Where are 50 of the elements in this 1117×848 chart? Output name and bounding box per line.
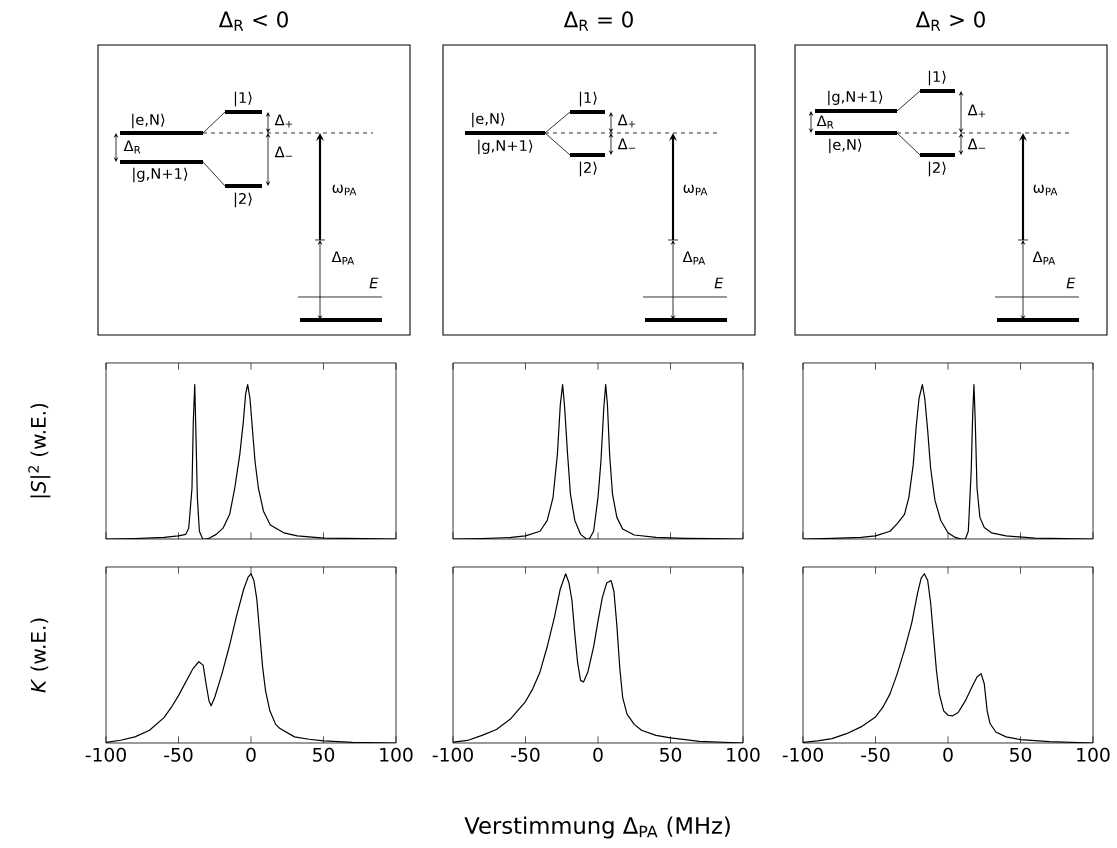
text: Δ$_{R}$ > 0 [915, 11, 985, 31]
x-tick-label: -100 [85, 747, 126, 762]
x-tick-label: 50 [1010, 747, 1032, 762]
text: Δ$_{R}$ = 0 [563, 11, 633, 31]
text: |1⟩ [928, 70, 946, 86]
x-tick-label: -50 [511, 747, 540, 762]
text: Δ$_{−}$ [617, 138, 636, 150]
text: ω$_{PA}$ [332, 184, 357, 196]
text: Δ$_{−}$ [967, 138, 986, 150]
text: Δ$_{R}$ [123, 140, 141, 154]
text: |e,N⟩ [829, 138, 862, 154]
text: |2⟩ [234, 192, 252, 208]
text: Δ$_{+}$ [274, 114, 293, 128]
x-tick-label: -100 [432, 747, 473, 762]
x-tick-label: 100 [727, 747, 760, 762]
x-axis-title: Verstimmung Δ$_{PA}$ (MHz) [464, 816, 730, 839]
x-tick-label: 100 [1077, 747, 1110, 762]
text: Δ$_{+}$ [617, 114, 636, 128]
text: E [369, 277, 379, 289]
text: |e,N⟩ [472, 112, 505, 128]
text: Δ$_{PA}$ [331, 251, 355, 265]
x-tick-label: -50 [164, 747, 193, 762]
x-tick-label: -50 [861, 747, 890, 762]
x-tick-label: 0 [943, 747, 953, 762]
text: Δ$_{R}$ < 0 [218, 11, 288, 31]
text: |e,N⟩ [132, 113, 165, 129]
text: ω$_{PA}$ [683, 184, 708, 196]
text: Δ$_{+}$ [967, 104, 986, 118]
text: |1⟩ [579, 91, 597, 107]
text: Δ$_{PA}$ [1032, 251, 1056, 265]
text: |g,N+1⟩ [133, 167, 188, 183]
text: E [1066, 277, 1076, 289]
text: Δ$_{−}$ [274, 146, 293, 158]
text: Δ$_{PA}$ [682, 251, 706, 265]
text: |g,N+1⟩ [478, 139, 533, 155]
y-axis-title: |S|$^{2}$ (w.E.) [28, 403, 51, 498]
text: |1⟩ [234, 91, 252, 107]
x-tick-label: 50 [660, 747, 682, 762]
x-tick-label: 100 [380, 747, 413, 762]
x-tick-label: 0 [246, 747, 256, 762]
x-tick-label: -100 [782, 747, 823, 762]
y-axis-title: K (w.E.) [30, 618, 49, 693]
x-tick-label: 50 [313, 747, 335, 762]
text: Δ$_{R}$ [816, 115, 834, 129]
text: E [714, 277, 724, 289]
text: |2⟩ [928, 161, 946, 177]
x-tick-label: 0 [593, 747, 603, 762]
text: |g,N+1⟩ [828, 90, 883, 106]
text: |2⟩ [579, 161, 597, 177]
text: ω$_{PA}$ [1033, 184, 1058, 196]
